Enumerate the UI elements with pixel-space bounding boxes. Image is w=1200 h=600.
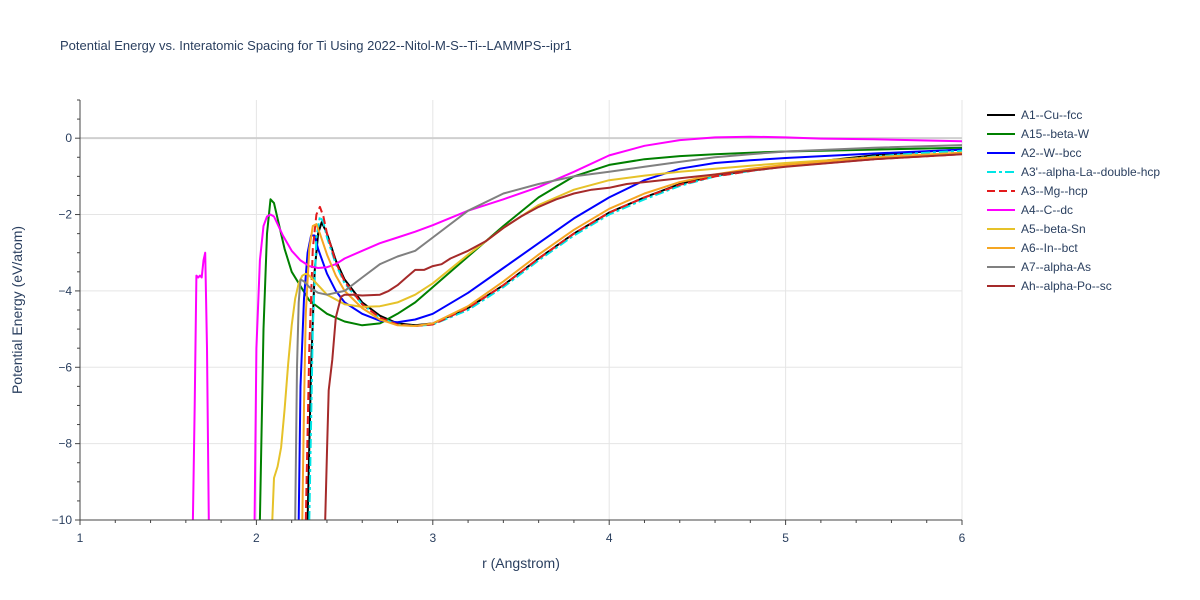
x-tick-label: 3 [429, 531, 436, 545]
x-tick-label: 5 [782, 531, 789, 545]
legend-label: A3--Mg--hcp [1021, 184, 1088, 198]
legend-label: A1--Cu--fcc [1021, 108, 1082, 122]
x-tick-labels: 1 2 3 4 5 6 [77, 531, 966, 545]
series-line [294, 144, 962, 520]
series-line [271, 151, 962, 520]
x-tick-label: 2 [253, 531, 260, 545]
legend-label: A6--In--bct [1021, 241, 1078, 255]
y-tick-label: −2 [58, 208, 72, 222]
series-line [304, 153, 962, 520]
x-tick-label: 4 [606, 531, 613, 545]
legend-item[interactable]: Ah--alpha-Po--sc [987, 279, 1112, 293]
y-tick-label: −6 [58, 360, 72, 374]
legend-item[interactable]: A7--alpha-As [987, 260, 1091, 274]
series-line [297, 148, 962, 520]
legend-label: A7--alpha-As [1021, 260, 1091, 274]
legend-item[interactable]: A15--beta-W [987, 127, 1090, 141]
series-line [258, 146, 962, 520]
axes [75, 99, 963, 525]
legend-item[interactable]: A3--Mg--hcp [987, 184, 1088, 198]
series-line [306, 148, 962, 520]
legend-item[interactable]: A1--Cu--fcc [987, 108, 1082, 122]
legend-label: Ah--alpha-Po--sc [1021, 279, 1112, 293]
y-tick-label: −10 [52, 513, 73, 527]
series-layer [191, 135, 962, 520]
legend-label: A2--W--bcc [1021, 146, 1081, 160]
series-line [308, 149, 962, 520]
legend-label: A15--beta-W [1021, 127, 1090, 141]
legend-item[interactable]: A2--W--bcc [987, 146, 1081, 160]
legend-item[interactable]: A6--In--bct [987, 241, 1078, 255]
legend-label: A4--C--dc [1021, 203, 1073, 217]
legend-item[interactable]: A4--C--dc [987, 203, 1073, 217]
y-tick-label: −8 [58, 437, 72, 451]
series-line [191, 135, 962, 520]
x-axis-title: r (Angstrom) [482, 555, 560, 571]
x-tick-label: 1 [77, 531, 84, 545]
series-line [301, 151, 962, 520]
y-tick-labels: −10 −8 −6 −4 −2 0 [52, 131, 73, 527]
x-tick-label: 6 [959, 531, 966, 545]
legend[interactable]: A1--Cu--fcc A15--beta-W A2--W--bcc A3'--alp… [987, 108, 1160, 293]
y-axis-title: Potential Energy (eV/atom) [9, 226, 25, 394]
legend-label: A3'--alpha-La--double-hcp [1021, 165, 1160, 179]
gridlines [80, 100, 963, 520]
y-tick-label: −4 [58, 284, 72, 298]
legend-label: A5--beta-Sn [1021, 222, 1086, 236]
y-tick-label: 0 [65, 131, 72, 145]
chart-title: Potential Energy vs. Interatomic Spacing… [60, 38, 572, 53]
legend-item[interactable]: A5--beta-Sn [987, 222, 1086, 236]
legend-item[interactable]: A3'--alpha-La--double-hcp [987, 165, 1160, 179]
series-line [324, 153, 962, 520]
